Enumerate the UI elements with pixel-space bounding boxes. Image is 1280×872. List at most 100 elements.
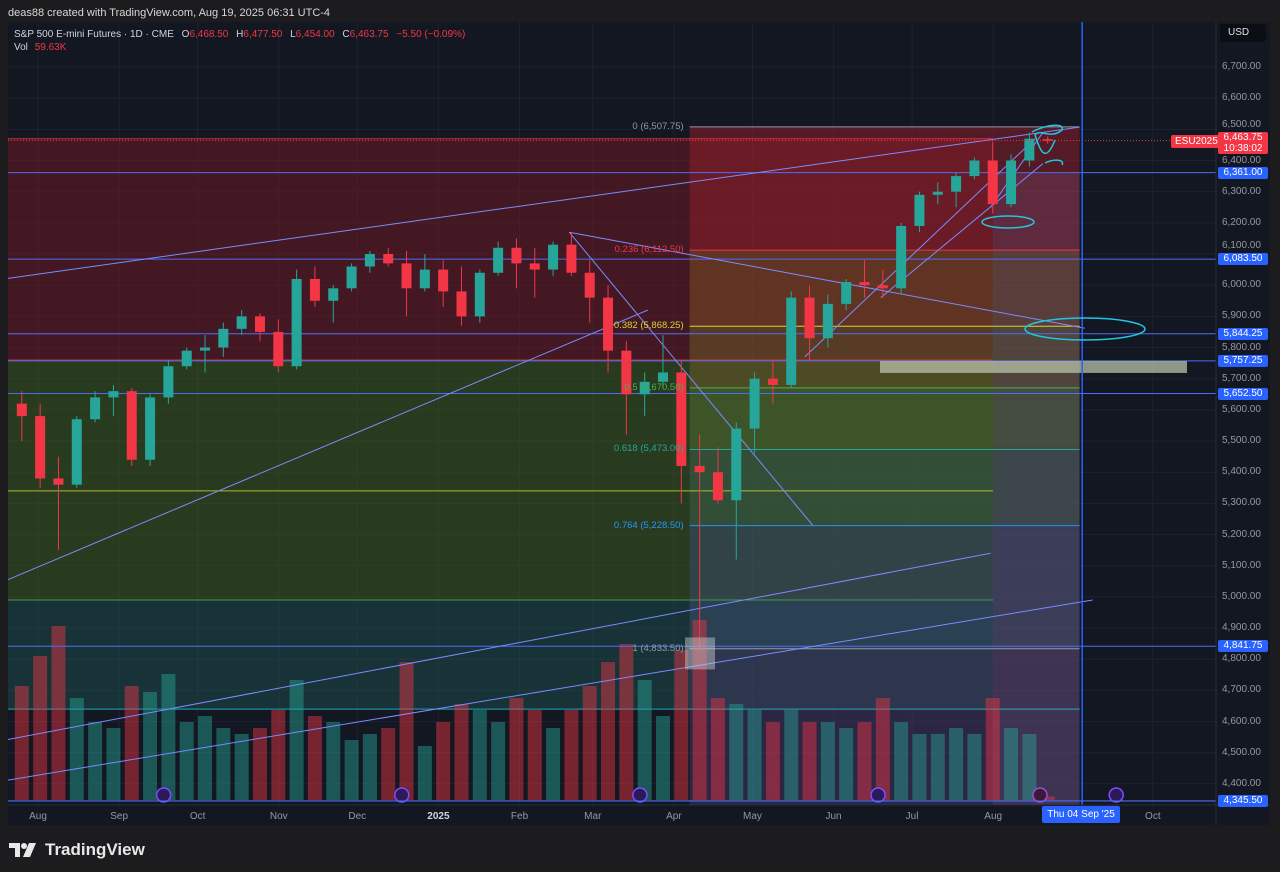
volume-bar [820, 722, 835, 800]
price-tick: 6,100.00 [1222, 240, 1261, 252]
candle-body [108, 391, 119, 398]
candle-body [767, 378, 778, 385]
volume-bar [875, 698, 890, 800]
volume-value: 59.63K [34, 42, 67, 53]
time-tick: Feb [510, 811, 529, 822]
fib-level-label: 0.618 (5,473.00) [613, 443, 684, 455]
candle-body [383, 254, 394, 264]
trend-line [569, 231, 1085, 329]
change-value: −5.50 (−0.09%) [396, 29, 466, 40]
candle-body [35, 416, 46, 479]
volume-bar [491, 722, 506, 800]
time-tick: Sep [110, 811, 129, 822]
time-tick: Aug [29, 811, 47, 822]
price-tick: 6,600.00 [1222, 92, 1261, 104]
price-tick: 6,300.00 [1222, 185, 1261, 197]
price-tick: 5,300.00 [1222, 497, 1261, 509]
volume-bar [198, 716, 213, 800]
candle-body [621, 350, 632, 395]
volume-bar [949, 728, 964, 800]
currency-selector[interactable]: USD [1220, 24, 1266, 42]
candle-body [218, 328, 229, 348]
fib-level-label: 0.236 (6,112.50) [614, 244, 684, 256]
price-tick: 5,000.00 [1222, 590, 1261, 602]
trend-line [8, 552, 991, 741]
price-tick: 4,400.00 [1222, 777, 1261, 789]
candle-body [859, 282, 870, 286]
candle-body [548, 244, 559, 270]
volume-bar [417, 746, 432, 800]
volume-bar [637, 680, 652, 800]
volume-bar [69, 698, 84, 800]
bar-countdown: 10:38:02 [1223, 143, 1263, 154]
candle-body [822, 303, 833, 339]
volume-bar [564, 710, 579, 800]
price-tick: 4,700.00 [1222, 684, 1261, 696]
volume-bar [252, 728, 267, 800]
candle-body [804, 297, 815, 339]
tradingview-logo[interactable]: TradingView [9, 840, 145, 860]
annotation-scribble [1044, 159, 1064, 166]
volume-bar [1040, 796, 1055, 800]
candle-body [731, 428, 742, 501]
candle-body [401, 263, 412, 289]
candle-body [511, 247, 522, 264]
candle-body [493, 247, 504, 273]
highlight-box [685, 637, 715, 670]
candle-body [712, 472, 723, 501]
fib-level-label: 0 (6,507.75) [632, 120, 684, 132]
price-tick: 6,400.00 [1222, 154, 1261, 166]
price-tick: 6,200.00 [1222, 216, 1261, 228]
candle-body [291, 278, 302, 367]
candle-body [694, 465, 705, 473]
open-label: O [181, 29, 190, 40]
economic-event-icon [1108, 787, 1124, 803]
candle-body [529, 263, 540, 270]
candle-body [474, 272, 485, 317]
candle-body [877, 285, 888, 289]
fib-level-label: 1 (4,833.50) [632, 642, 684, 654]
volume-bar [765, 722, 780, 800]
volume-bar [784, 710, 799, 800]
trend-line [8, 599, 1093, 781]
candle-body [1042, 139, 1053, 141]
range-box [993, 172, 1080, 805]
high-value: 6,477.50 [243, 29, 283, 40]
candle-body [566, 244, 577, 273]
volume-bar [710, 698, 725, 800]
candle-body [657, 372, 668, 382]
price-tick: 4,800.00 [1222, 653, 1261, 665]
volume-bar [1004, 728, 1019, 800]
volume-bar [967, 734, 982, 800]
volume-bar [839, 728, 854, 800]
level-price-badge: 6,361.00 [1218, 166, 1268, 179]
candle-body [603, 297, 614, 351]
time-tick: Apr [666, 811, 682, 822]
candle-body [126, 391, 137, 460]
fib-level-label: 0.764 (5,228.50) [613, 519, 684, 531]
candle-body [90, 397, 101, 420]
annotation-ellipse [1024, 317, 1146, 341]
trend-line [8, 309, 648, 581]
volume-bar [307, 716, 322, 800]
economic-event-icon [155, 787, 172, 803]
fib-level-label: 0.5 (5,670.50) [624, 381, 684, 393]
volume-bar [601, 662, 616, 800]
level-price-badge: 6,083.50 [1218, 253, 1268, 266]
candle-body [914, 194, 925, 226]
time-tick: Oct [1145, 811, 1161, 822]
volume-bar [124, 686, 139, 800]
candle-body [951, 176, 962, 192]
ticker-badge: ESU2025 [1171, 135, 1222, 148]
time-tick: 2025 [427, 811, 450, 822]
candle-body [786, 297, 797, 385]
price-tick: 4,900.00 [1222, 622, 1261, 634]
economic-event-icon [632, 787, 648, 803]
open-value: 6,468.50 [189, 29, 229, 40]
candle-body [584, 272, 595, 298]
volume-bar [161, 674, 176, 800]
symbol-name[interactable]: S&P 500 E-mini Futures · 1D · CME [14, 29, 174, 40]
candle-body [676, 372, 687, 466]
volume-bar [143, 692, 158, 800]
